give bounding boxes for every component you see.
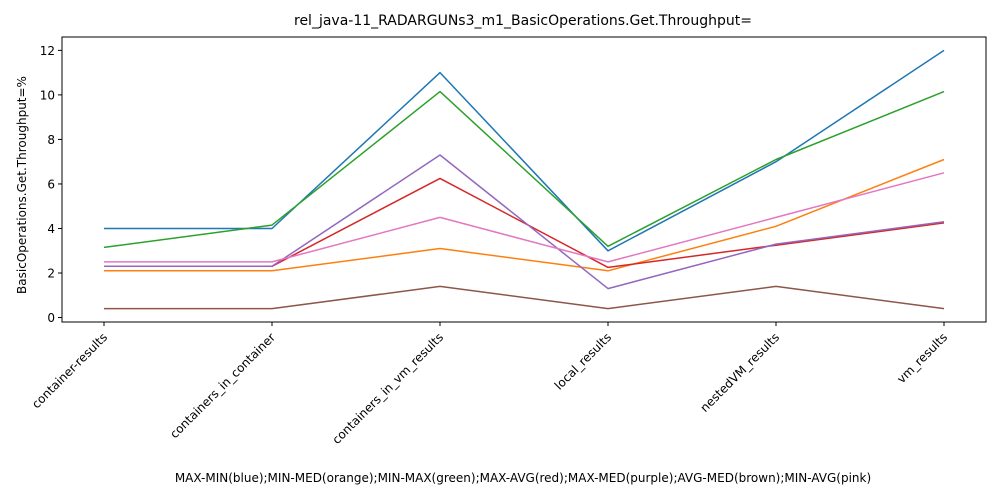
x-tick-label: local_results [552, 330, 614, 392]
x-tick-label: containers_in_vm_results [329, 330, 446, 447]
series-line-6 [104, 285, 945, 310]
series-line-1 [104, 49, 945, 252]
x-tick-label: nestedVM_results [697, 330, 782, 415]
y-tick-label: 8 [47, 133, 55, 147]
series-line-4 [104, 177, 945, 269]
y-tick-label: 0 [47, 311, 55, 325]
x-tick-label: container-results [29, 330, 110, 411]
y-tick-label: 2 [47, 267, 55, 281]
x-tick-label: containers_in_container [167, 330, 278, 441]
series-line-7 [104, 172, 945, 263]
series-lines [103, 49, 945, 310]
series-line-3 [103, 90, 945, 249]
x-tick-label: vm_results [894, 330, 950, 386]
plot-frame [61, 36, 987, 323]
y-tick-label: 12 [40, 44, 55, 58]
y-tick-label: 4 [47, 222, 55, 236]
y-tick-label: 10 [40, 88, 55, 102]
y-axis: 0 2 4 6 8 10 12 [40, 44, 62, 325]
series-line-2 [104, 158, 945, 272]
series-line-5 [104, 154, 945, 290]
x-axis: container-results containers_in_container… [29, 322, 950, 447]
x-axis-label: MAX-MIN(blue);MIN-MED(orange);MIN-MAX(gr… [175, 471, 871, 485]
y-tick-label: 6 [47, 177, 55, 191]
y-axis-label: BasicOperations.Get.Throughput=% [15, 76, 29, 294]
chart-title: rel_java-11_RADARGUNs3_m1_BasicOperation… [294, 13, 752, 29]
